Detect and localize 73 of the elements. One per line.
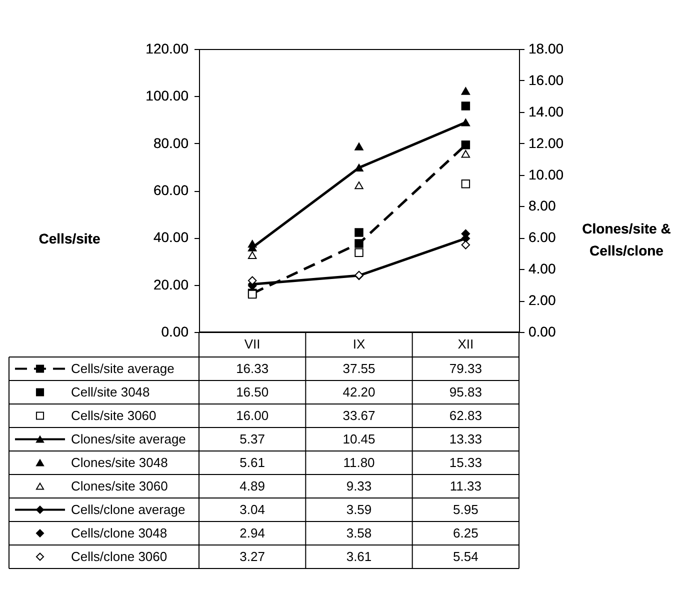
data-label: 5.95 (453, 502, 478, 517)
data-label: 42.20 (342, 384, 376, 400)
y2-tick-label: 14.00 (528, 103, 564, 120)
y2-tick-label: 0.00 (528, 324, 556, 340)
data-label: 5.37 (240, 431, 265, 446)
point (354, 181, 364, 190)
data-label: 11.33 (450, 478, 482, 494)
y2-tick-label: 18.00 (528, 40, 564, 56)
data-label: 62.83 (449, 408, 482, 423)
point (248, 276, 257, 285)
data-label: 3.04 (240, 502, 265, 517)
point (354, 142, 364, 150)
y-tick-label: 100.00 (146, 88, 189, 104)
legend-label: Cells/clone 3048 (71, 525, 168, 540)
legend-label: Clones/site average (71, 431, 186, 446)
data-label: 4.89 (240, 478, 265, 494)
point (354, 228, 364, 237)
legend-label: Cell/site 3048 (71, 384, 150, 400)
point (461, 87, 470, 95)
point (461, 150, 470, 158)
data-label: 5.61 (240, 454, 265, 470)
data-label: 6.25 (453, 525, 478, 540)
data-label: 9.33 (346, 478, 372, 494)
y2-tick-label: 4.00 (528, 260, 556, 277)
point (354, 239, 364, 248)
point (248, 251, 257, 259)
data-label: 3.58 (346, 525, 372, 540)
legend-label: Cells/clone average (71, 502, 186, 517)
point (354, 164, 364, 172)
point (354, 248, 364, 257)
y-axis-title: Cells/site (38, 230, 100, 246)
point (248, 240, 257, 248)
data-label: 10.45 (342, 431, 376, 446)
x-tick-label: XII (458, 336, 474, 352)
data-label: 16.33 (236, 360, 269, 376)
data-label: 16.50 (236, 384, 269, 400)
y2-tick-label: 16.00 (528, 72, 564, 88)
data-label: 13.33 (449, 431, 482, 446)
y2-axis-title: Clones/site & Cells/clone (582, 220, 671, 258)
y-tick-label: 20.00 (153, 276, 189, 292)
y-tick-label: 80.00 (153, 134, 189, 151)
y-tick-label: 0.00 (161, 324, 189, 340)
legend-label: Cells/site 3060 (71, 408, 156, 423)
data-label: 11.80 (343, 454, 375, 470)
x-tick-label: VII (244, 336, 260, 352)
y2-tick-label: 6.00 (528, 229, 556, 246)
y-tick-label: 120.00 (146, 40, 189, 56)
data-label: 33.67 (342, 408, 376, 423)
data-label: 16.00 (236, 408, 269, 423)
data-label: 79.33 (449, 360, 482, 376)
data-label: 37.55 (342, 360, 376, 376)
point (461, 118, 470, 126)
point (461, 102, 470, 110)
legend-label: Cells/site average (71, 360, 174, 376)
data-label: 2.94 (240, 525, 265, 540)
data-label: 15.33 (449, 454, 482, 470)
y-tick-label: 60.00 (153, 182, 189, 198)
point (461, 140, 470, 150)
y2-tick-label: 12.00 (528, 134, 564, 151)
data-label: 5.54 (453, 548, 478, 564)
y2-tick-label: 10.00 (528, 166, 564, 182)
point (461, 179, 470, 188)
x-tick-label: IX (352, 336, 366, 352)
legend-label: Clones/site 3060 (71, 478, 168, 494)
legend-label: Cells/clone 3060 (71, 548, 168, 564)
y2-tick-label: 2.00 (528, 292, 556, 308)
data-label: 3.59 (346, 502, 372, 517)
y-tick-label: 40.00 (153, 229, 189, 246)
data-label: 3.61 (346, 548, 372, 564)
y2-tick-label: 8.00 (528, 198, 556, 214)
legend-label: Clones/site 3048 (71, 454, 168, 470)
data-label: 95.83 (449, 384, 482, 400)
data-label: 3.27 (240, 548, 265, 564)
